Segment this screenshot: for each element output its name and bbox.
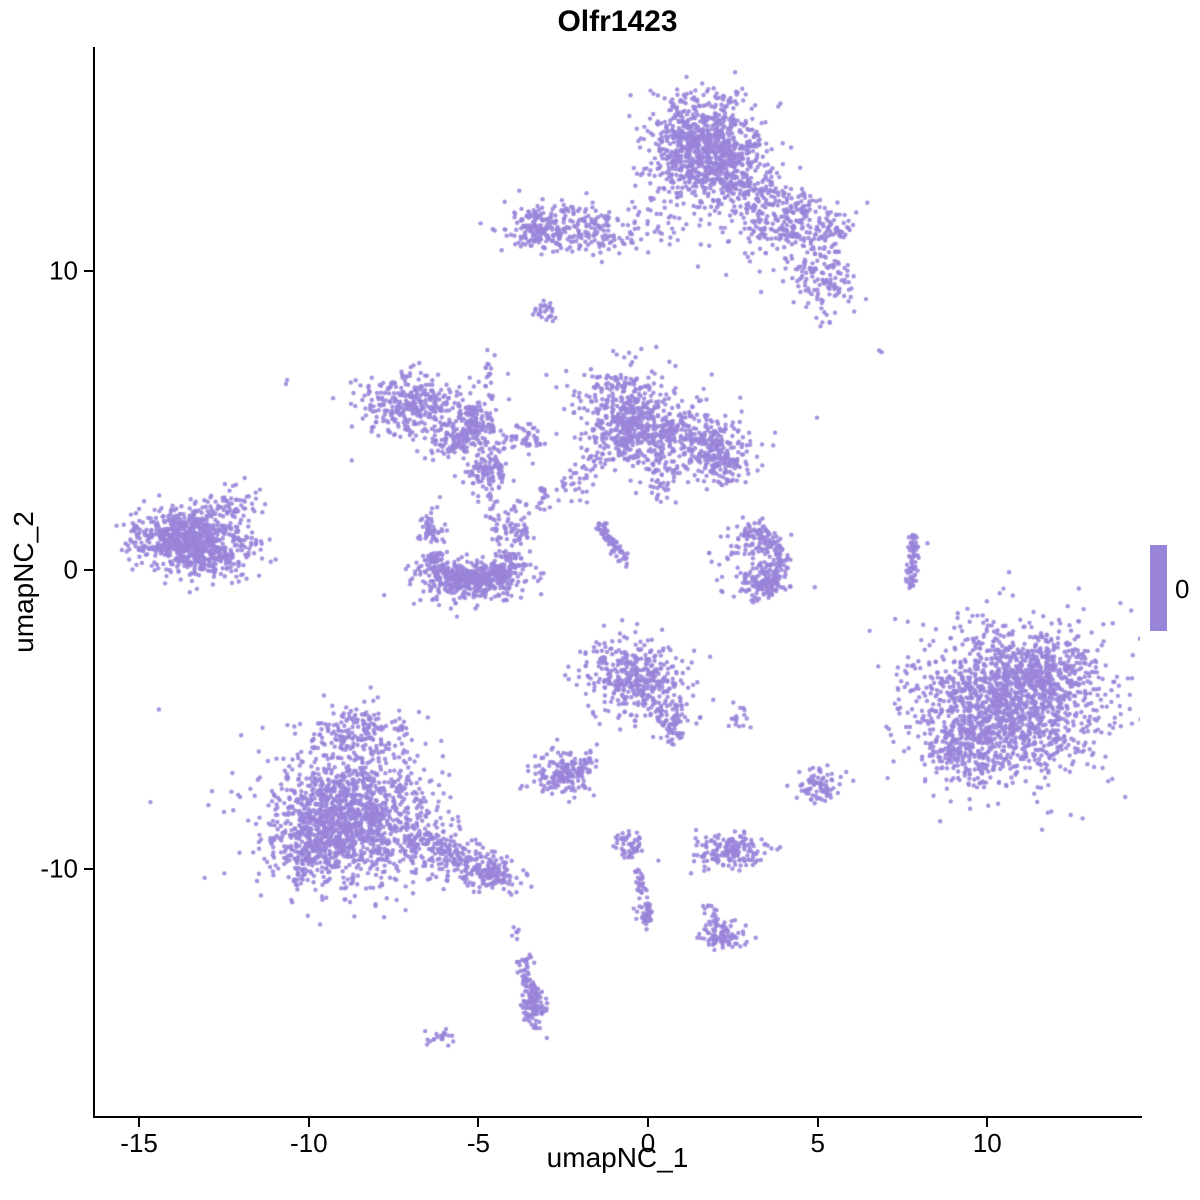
x-tick-mark — [477, 1118, 480, 1127]
x-tick-mark — [138, 1118, 141, 1127]
legend-color-bar — [1150, 545, 1167, 631]
scatter-points-canvas — [95, 47, 1140, 1117]
x-tick-mark — [647, 1118, 650, 1127]
x-axis-line — [93, 1116, 1142, 1118]
y-axis-line — [93, 47, 95, 1118]
y-tick-label: -10 — [40, 853, 78, 884]
legend-label: 0 — [1175, 574, 1190, 604]
x-tick-label: -5 — [466, 1128, 490, 1158]
y-tick-mark — [84, 270, 93, 273]
y-tick-label: 10 — [49, 255, 78, 286]
x-axis-title: umapNC_1 — [546, 1142, 689, 1173]
x-tick-label: 0 — [640, 1128, 656, 1158]
x-tick-mark — [816, 1118, 819, 1127]
y-axis-title: umapNC_2 — [8, 511, 39, 653]
y-tick-mark — [84, 867, 93, 870]
x-tick-mark — [307, 1118, 310, 1127]
x-tick-label: -15 — [120, 1128, 158, 1158]
x-tick-label: -10 — [289, 1128, 328, 1158]
x-tick-label: 10 — [972, 1128, 1002, 1158]
x-tick-mark — [986, 1118, 989, 1127]
y-tick-mark — [84, 569, 93, 572]
y-tick-label: 0 — [63, 554, 78, 585]
chart-title: Olfr1423 — [557, 5, 678, 38]
x-tick-label: 5 — [810, 1128, 825, 1158]
